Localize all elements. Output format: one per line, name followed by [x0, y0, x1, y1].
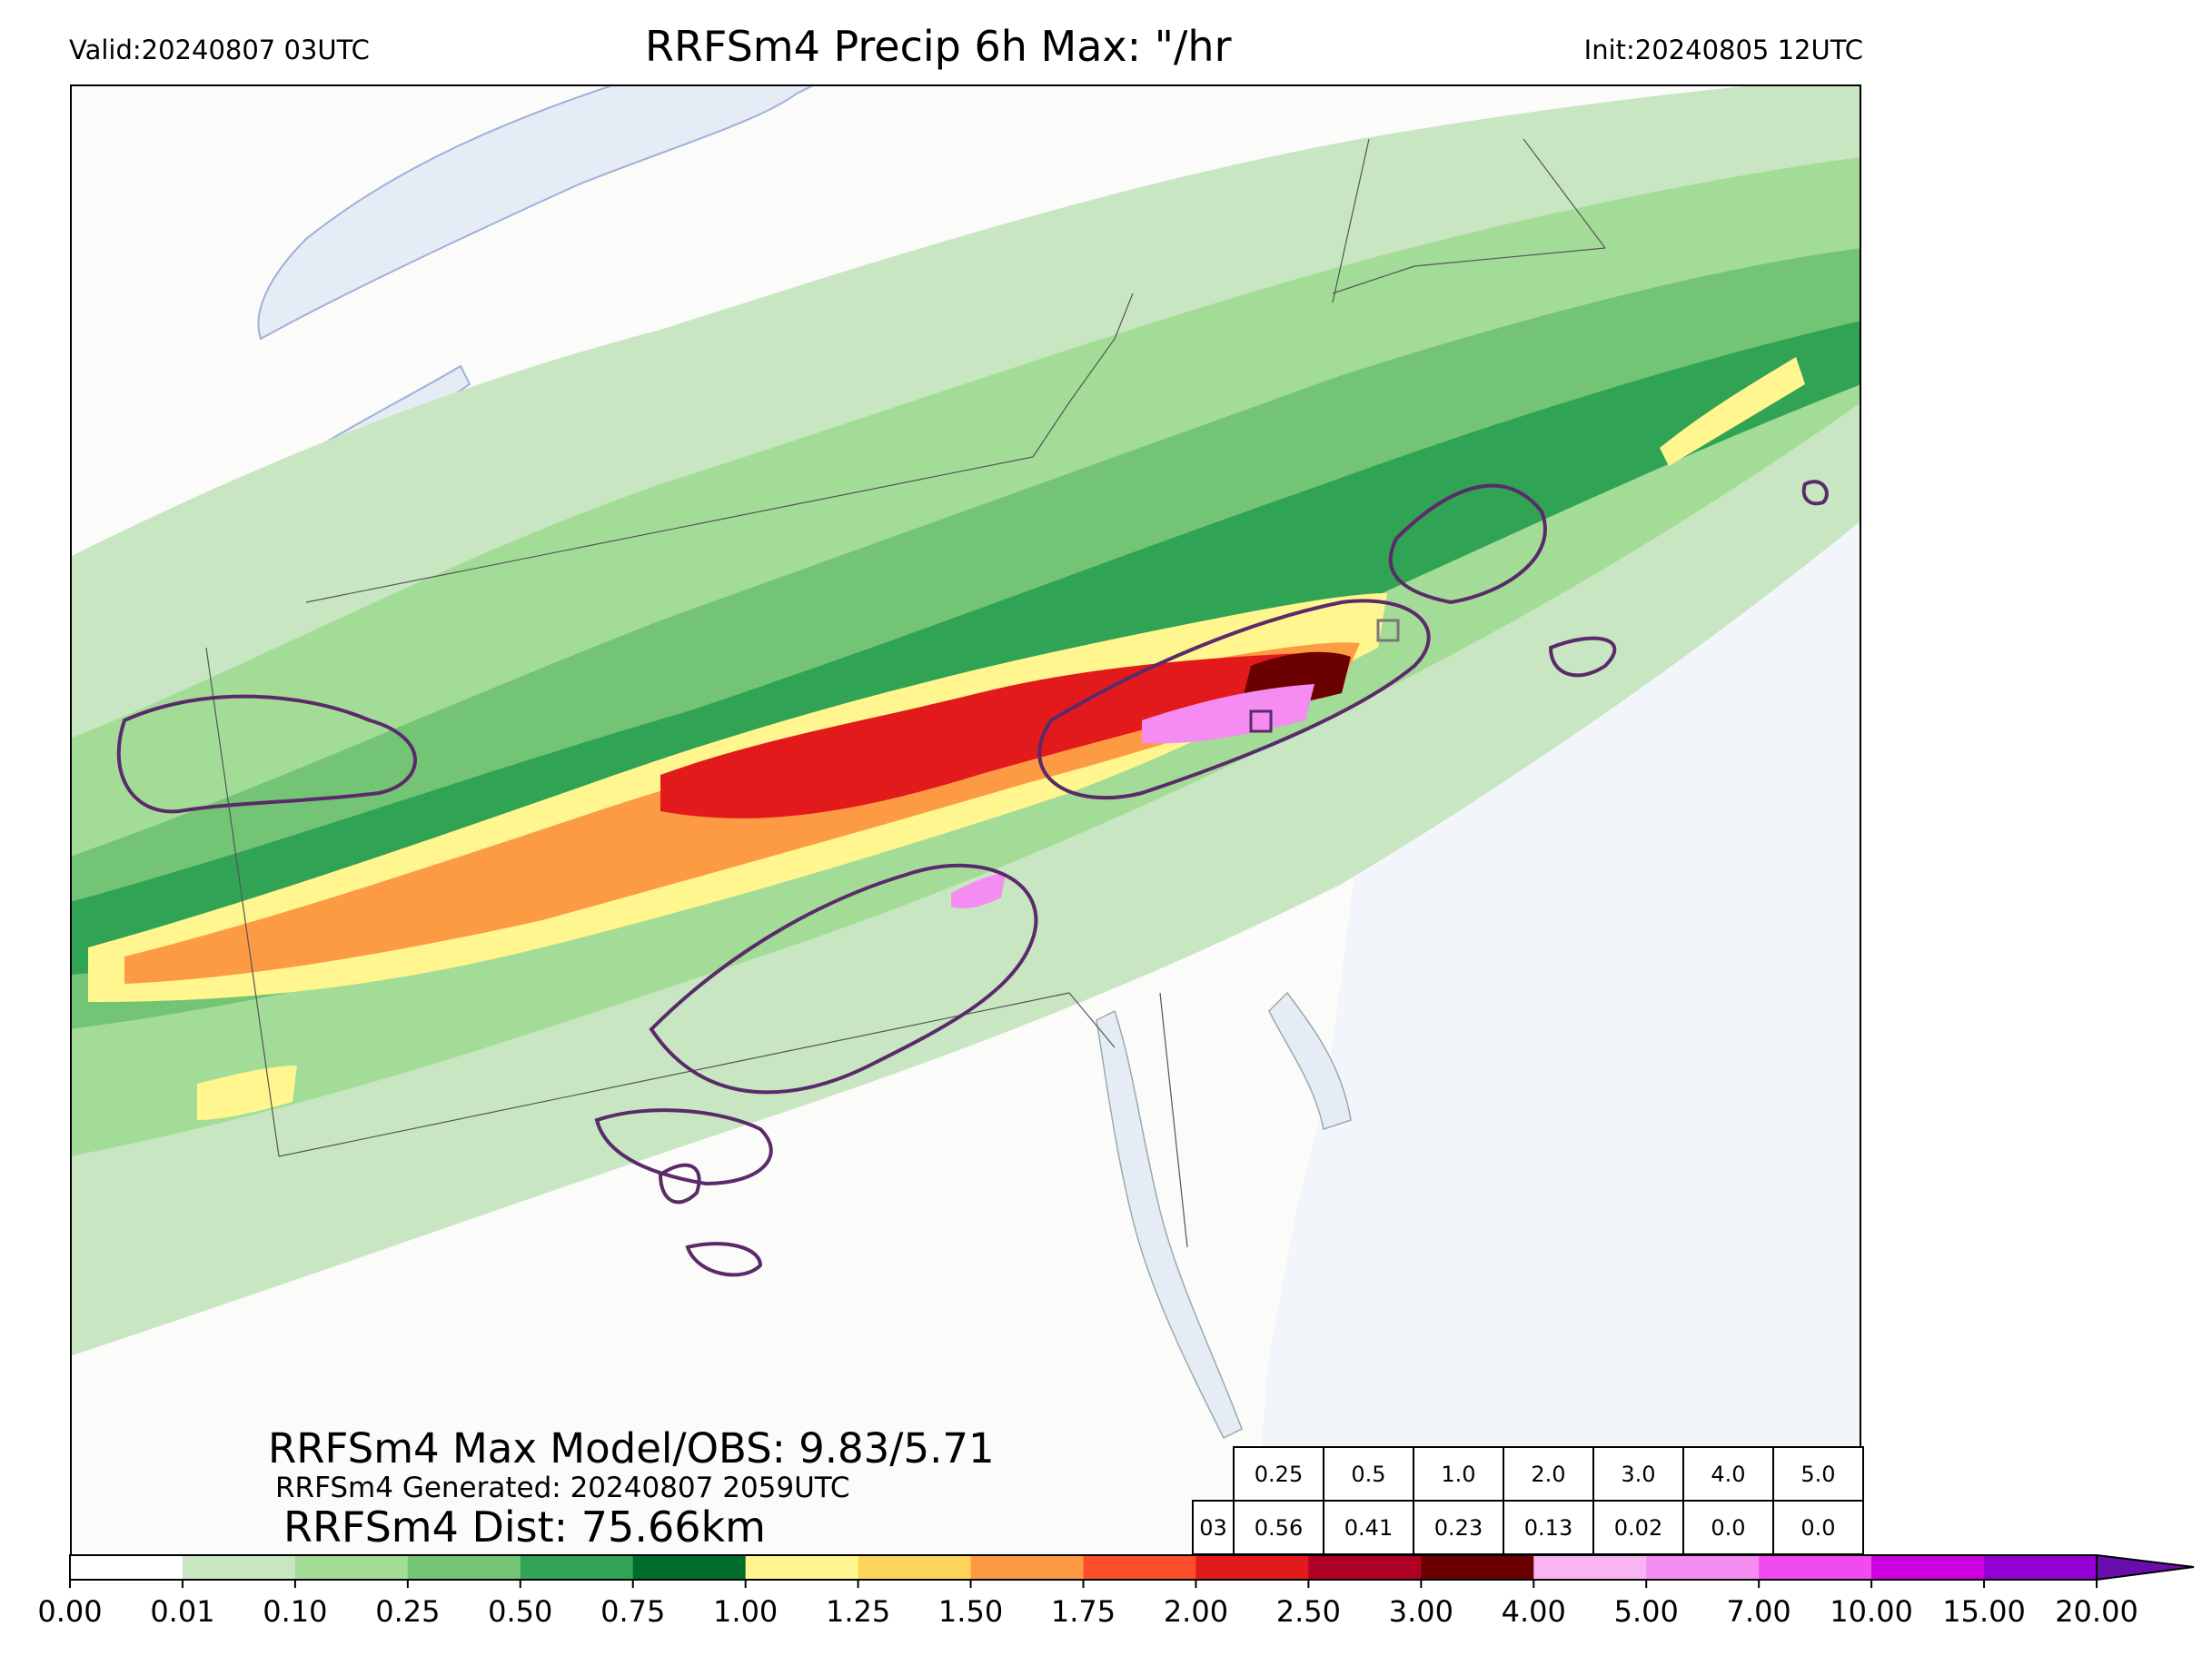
table-corner	[1193, 1447, 1234, 1501]
value-cell: 0.0	[1682, 1500, 1774, 1555]
threshold-cell: 0.25	[1233, 1446, 1324, 1502]
colorbar-tick-label: 2.50	[1276, 1594, 1341, 1629]
colorbar-tick-label: 10.00	[1830, 1594, 1913, 1629]
colorbar-tick-label: 1.75	[1051, 1594, 1116, 1629]
colorbar-segment	[1759, 1555, 1872, 1580]
colorbar-segment	[1195, 1555, 1309, 1580]
colorbar-segment	[294, 1555, 409, 1580]
chart-title: RRFSm4 Precip 6h Max: "/hr	[645, 22, 1232, 71]
threshold-cell: 3.0	[1592, 1446, 1684, 1502]
max-model-obs: RRFSm4 Max Model/OBS: 9.83/5.71	[268, 1424, 995, 1473]
colorbar-segment	[1421, 1555, 1534, 1580]
colorbar-segment	[70, 1555, 184, 1580]
colorbar-segment	[1533, 1555, 1647, 1580]
value-cell: 0.0	[1772, 1500, 1864, 1555]
colorbar-segment	[1083, 1555, 1196, 1580]
value-cell: 0.23	[1413, 1500, 1504, 1555]
threshold-table: 0.25 0.5 1.0 2.0 3.0 4.0 5.0 03 0.56 0.4…	[1192, 1446, 1864, 1555]
colorbar-segment	[858, 1555, 972, 1580]
colorbar-tick-label: 1.00	[713, 1594, 778, 1629]
init-time: Init:20240805 12UTC	[1583, 35, 1863, 65]
lake-ontario	[257, 84, 816, 341]
valid-time: Valid:20240807 03UTC	[69, 35, 370, 65]
value-cell: 0.02	[1592, 1500, 1684, 1555]
colorbar-segment	[182, 1555, 296, 1580]
colorbar-tick-label: 2.00	[1164, 1594, 1228, 1629]
colorbar-extend-arrow	[2096, 1553, 2195, 1582]
colorbar-tick-label: 0.25	[375, 1594, 440, 1629]
colorbar-segment	[1984, 1555, 2098, 1580]
colorbar-segment	[520, 1555, 634, 1580]
colorbar-tick-label: 20.00	[2055, 1594, 2138, 1629]
value-cell: 0.41	[1323, 1500, 1414, 1555]
value-cell: 0.56	[1233, 1500, 1324, 1555]
threshold-cell: 4.0	[1682, 1446, 1774, 1502]
chesapeake-bay	[1096, 1009, 1243, 1440]
colorbar-tick-label: 1.50	[938, 1594, 1003, 1629]
colorbar-tick-label: 7.00	[1727, 1594, 1791, 1629]
colorbar-tick-label: 1.25	[826, 1594, 890, 1629]
delaware-bay	[1268, 991, 1352, 1130]
colorbar: 0.00 0.01 0.10 0.25 0.50 0.75 1.00 1.25 1.50 1.75…	[37, 1553, 2195, 1629]
threshold-cell: 0.5	[1323, 1446, 1414, 1502]
colorbar-tick-label: 0.00	[37, 1594, 102, 1629]
colorbar-segment	[970, 1555, 1084, 1580]
colorbar-segment	[632, 1555, 747, 1580]
row-label: 03	[1192, 1500, 1235, 1555]
threshold-cell: 2.0	[1503, 1446, 1594, 1502]
colorbar-segment	[1308, 1555, 1422, 1580]
colorbar-tick-label: 0.01	[150, 1594, 214, 1629]
generated-time: RRFSm4 Generated: 20240807 2059UTC	[275, 1472, 850, 1504]
precip-map	[70, 84, 1861, 1556]
colorbar-segment	[1646, 1555, 1760, 1580]
threshold-cell: 1.0	[1413, 1446, 1504, 1502]
distance: RRFSm4 Dist: 75.66km	[283, 1502, 766, 1552]
colorbar-segment	[745, 1555, 859, 1580]
value-row: 03 0.56 0.41 0.23 0.13 0.02 0.0 0.0	[1192, 1500, 1864, 1555]
threshold-row: 0.25 0.5 1.0 2.0 3.0 4.0 5.0	[1193, 1446, 1864, 1502]
state-borders	[205, 138, 1606, 1248]
colorbar-segment	[407, 1555, 521, 1580]
colorbar-tick-label: 0.50	[488, 1594, 552, 1629]
colorbar-tick-label: 0.75	[600, 1594, 665, 1629]
colorbar-tick-label: 4.00	[1502, 1594, 1566, 1629]
threshold-cell: 5.0	[1772, 1446, 1864, 1502]
value-cell: 0.13	[1503, 1500, 1594, 1555]
colorbar-tick-label: 3.00	[1389, 1594, 1453, 1629]
colorbar-tick-label: 15.00	[1942, 1594, 2026, 1629]
observation-contours	[116, 480, 1829, 1277]
colorbar-tick-label: 5.00	[1614, 1594, 1679, 1629]
model-max-marker	[1376, 619, 1400, 642]
observation-marker	[1249, 709, 1273, 733]
colorbar-segment	[1871, 1555, 1985, 1580]
colorbar-tick-label: 0.10	[263, 1594, 327, 1629]
